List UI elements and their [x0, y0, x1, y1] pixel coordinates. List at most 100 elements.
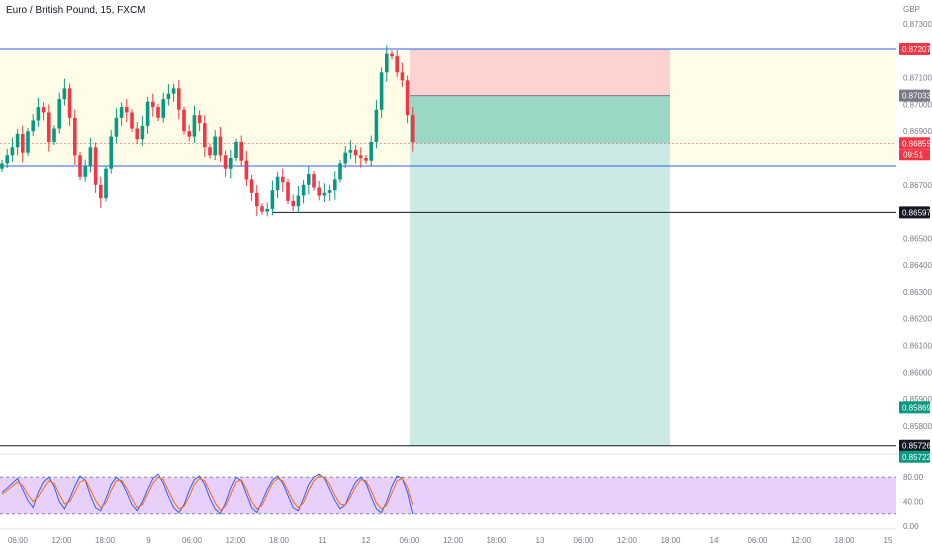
time-tick-label: 9 [146, 536, 151, 545]
candle-body [109, 136, 113, 169]
price-tag-label: 0.87033 [902, 92, 931, 101]
price-tick-label: 0.85800 [903, 422, 932, 431]
position-stop-zone[interactable] [410, 48, 670, 96]
candle-body [322, 192, 327, 196]
candle-body [234, 141, 238, 159]
oscillator-axis-label: 0.00 [903, 522, 919, 531]
time-tick-label: 12:00 [51, 536, 72, 545]
time-tick-label: 06:00 [182, 536, 203, 545]
candle-body [135, 128, 139, 140]
candle-body [166, 93, 171, 100]
short-position-tool[interactable] [410, 48, 670, 446]
candle-body [177, 88, 181, 110]
time-tick-label: 18:00 [95, 536, 116, 545]
candle-body [255, 192, 259, 207]
candle-body [78, 155, 82, 177]
candle-body [286, 182, 290, 201]
candle-body [62, 88, 67, 100]
candle-body [359, 155, 363, 159]
price-tick-label: 0.86400 [903, 261, 932, 270]
candle-body [125, 107, 129, 113]
candle-body [364, 158, 368, 161]
candle-body [307, 174, 311, 185]
price-tag [899, 42, 930, 55]
price-tick-label: 0.86300 [903, 288, 932, 297]
candle-body [31, 120, 35, 132]
time-tick-label: 12:00 [225, 536, 246, 545]
candle-body [161, 99, 165, 118]
price-tag-label: 0.87207 [902, 45, 931, 54]
candle-body [379, 72, 384, 110]
candle-body [249, 179, 254, 193]
time-tick-label: 12:00 [443, 536, 464, 545]
time-tick-label: 18:00 [660, 536, 681, 545]
candle-body [171, 88, 176, 94]
horizontal-lines-layer[interactable] [0, 48, 896, 447]
position-target-zone[interactable] [410, 143, 670, 446]
candle-body [411, 115, 415, 142]
time-tick-label: 06:00 [573, 536, 594, 545]
candle-body [218, 136, 223, 156]
stochastic-rsi-layer: 80.00 40.00 0.00 [0, 473, 924, 531]
candle-body [374, 109, 379, 142]
candle-body [192, 115, 197, 137]
price-tag-label: 0.85726 [902, 442, 931, 451]
price-tags-layer: 0.87207 0.87033 0.86855 0.86597 0.85869 0.857… [899, 42, 931, 463]
price-tick-label: 0.86700 [903, 181, 932, 190]
time-tick-label: 18:00 [486, 536, 507, 545]
price-tag-label: 0.85722 [902, 453, 931, 462]
candle-body [395, 56, 399, 73]
price-axis-labels: 0.87300 0.87100 0.87000 0.86900 0.86700 0.865… [903, 20, 932, 431]
symbol-title[interactable]: Euro / British Pound, 15, FXCM [6, 5, 146, 16]
candle-body [229, 158, 233, 169]
candle-body [333, 179, 337, 191]
candle-body [47, 112, 51, 142]
candle-body [119, 107, 124, 118]
time-tick-label: 06:00 [747, 536, 768, 545]
time-tick-label: 13 [536, 536, 545, 545]
candle-body [327, 190, 332, 193]
candle-body [275, 176, 280, 191]
position-filled-profit[interactable] [410, 95, 670, 144]
candle-body [88, 147, 93, 167]
candle-body [182, 109, 186, 132]
currency-label: GBP [903, 5, 920, 14]
candle-body [203, 123, 207, 148]
time-tick-label: 06:00 [399, 536, 420, 545]
candle-body [73, 117, 77, 156]
time-tick-label: 12:00 [617, 536, 638, 545]
candle-body [291, 200, 295, 207]
candle-body [52, 128, 56, 142]
price-tag [899, 206, 930, 219]
candle-body [67, 88, 72, 118]
candle-body [369, 141, 373, 161]
candle-body [405, 80, 410, 116]
price-axis[interactable] [896, 0, 932, 452]
candle-body [270, 190, 275, 209]
candle-body [21, 133, 25, 153]
candle-body [57, 99, 61, 129]
price-tick-label: 0.87000 [903, 100, 932, 109]
candle-body [104, 168, 108, 199]
candles-layer [0, 45, 415, 217]
candle-body [343, 152, 347, 164]
candle-body [0, 163, 4, 169]
candle-body [93, 147, 98, 185]
candle-body [145, 101, 150, 126]
price-tag [899, 450, 930, 463]
candle-body [385, 53, 389, 73]
candle-body [312, 174, 316, 188]
candle-body [400, 72, 405, 81]
time-tick-label: 12:00 [791, 536, 812, 545]
time-axis-labels: 06:00 12:00 18:00 9 06:00 12:00 18:00 11 12 06:00… [8, 536, 893, 545]
price-tag-label: 0.86855 [902, 139, 931, 148]
candle-body [213, 136, 217, 156]
candle-body [26, 131, 30, 153]
time-tick-label: 15 [884, 536, 893, 545]
candle-body [353, 149, 358, 156]
price-tick-label: 0.87300 [903, 20, 932, 29]
price-tick-label: 0.86000 [903, 368, 932, 377]
candle-body [281, 176, 285, 183]
